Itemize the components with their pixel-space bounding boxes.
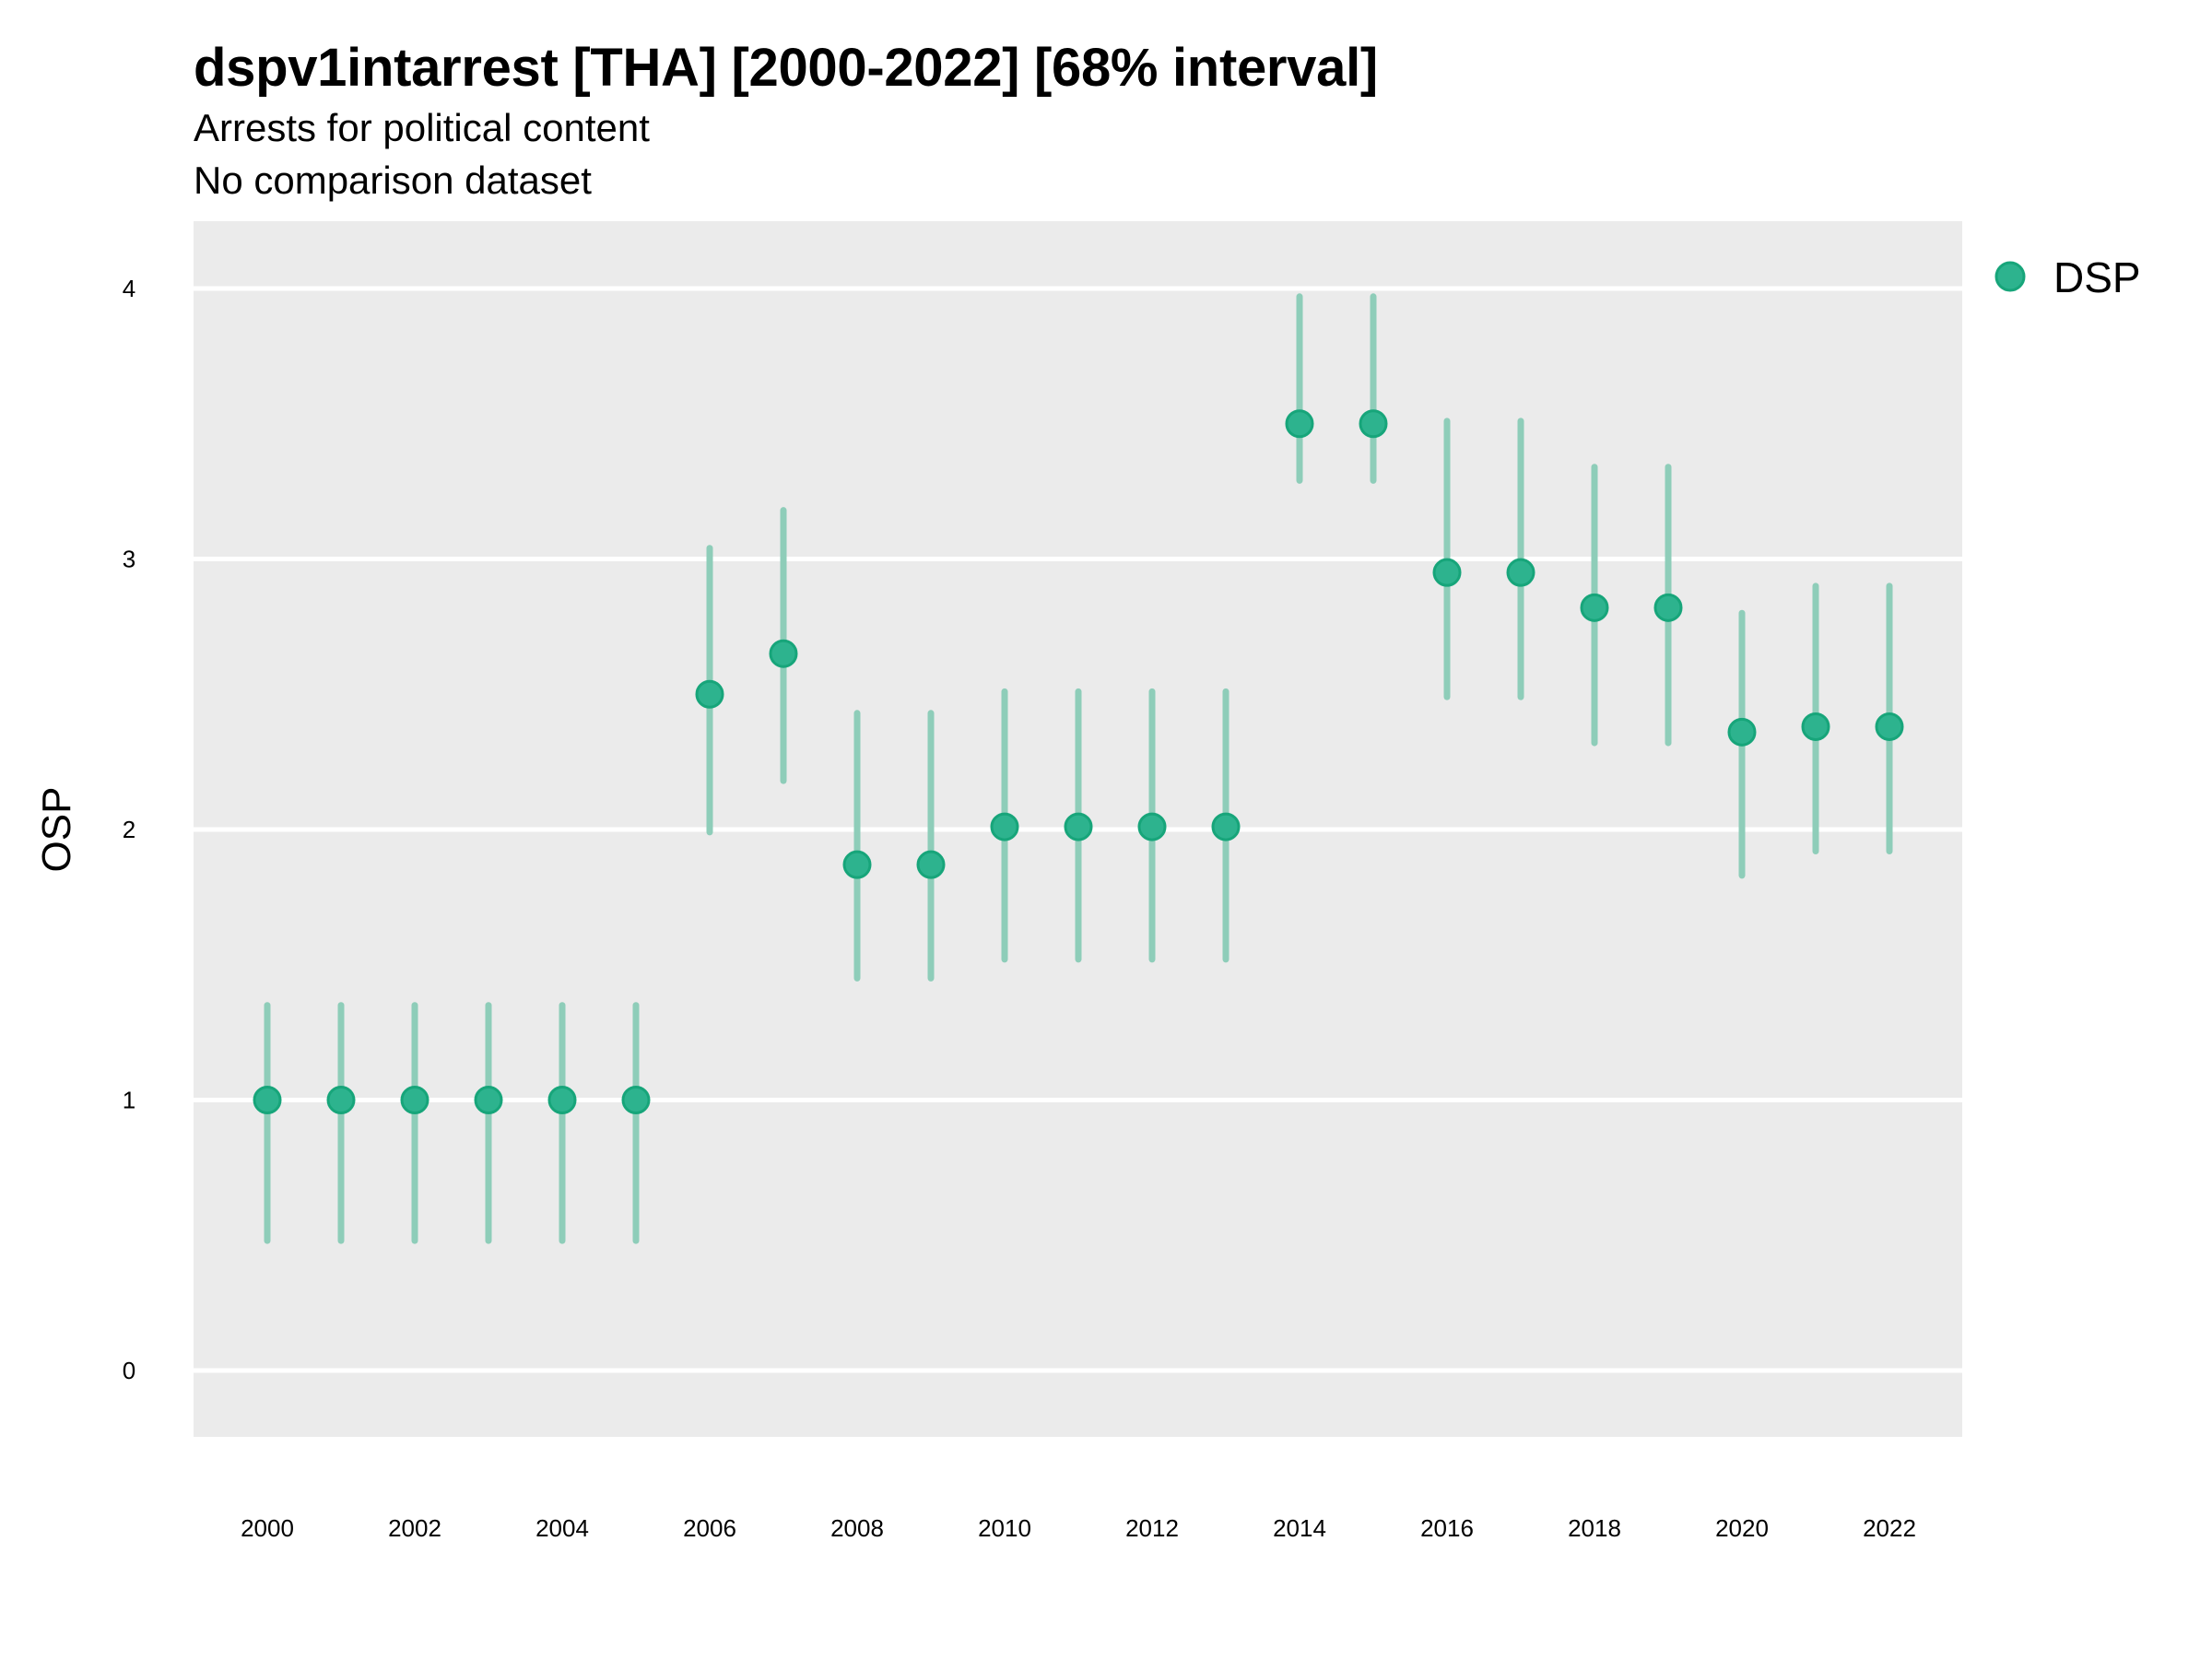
chart-subtitle: Arrests for political content bbox=[194, 106, 650, 149]
x-tick-label: 2000 bbox=[241, 1514, 294, 1542]
x-tick-label: 2022 bbox=[1863, 1514, 1916, 1542]
data-point-2021 bbox=[1801, 712, 1830, 741]
legend-key-dsp bbox=[1994, 261, 2026, 292]
x-tick-label: 2010 bbox=[978, 1514, 1031, 1542]
chart-subtitle-comparison: No comparison dataset bbox=[194, 159, 592, 202]
data-point-2018 bbox=[1580, 593, 1609, 622]
data-point-2003 bbox=[474, 1086, 503, 1114]
data-point-2011 bbox=[1064, 812, 1093, 841]
x-tick-label: 2018 bbox=[1568, 1514, 1621, 1542]
data-point-2016 bbox=[1432, 558, 1462, 587]
data-point-2007 bbox=[769, 639, 798, 668]
data-point-2010 bbox=[990, 812, 1019, 841]
x-tick-label: 2012 bbox=[1125, 1514, 1179, 1542]
data-point-2008 bbox=[842, 850, 872, 879]
y-tick-label: 1 bbox=[123, 1087, 135, 1114]
x-tick-label: 2006 bbox=[683, 1514, 736, 1542]
y-tick-label: 4 bbox=[123, 275, 135, 302]
data-point-2002 bbox=[400, 1086, 429, 1114]
data-points bbox=[253, 409, 1904, 1114]
x-tick-label: 2004 bbox=[535, 1514, 589, 1542]
data-point-2000 bbox=[253, 1086, 282, 1114]
y-axis-ticks: 0 1 2 3 4 bbox=[123, 275, 135, 1384]
y-tick-label: 0 bbox=[123, 1357, 135, 1384]
y-axis-title: OSP bbox=[34, 787, 79, 873]
x-tick-label: 2002 bbox=[388, 1514, 441, 1542]
y-tick-label: 2 bbox=[123, 816, 135, 843]
data-point-2015 bbox=[1359, 409, 1388, 439]
legend: DSP bbox=[1994, 253, 2141, 301]
y-tick-label: 3 bbox=[123, 546, 135, 573]
x-tick-label: 2020 bbox=[1715, 1514, 1769, 1542]
chart-title: dspv1intarrest [THA] [2000-2022] [68% in… bbox=[194, 38, 1378, 98]
x-tick-label: 2014 bbox=[1273, 1514, 1326, 1542]
x-tick-label: 2008 bbox=[830, 1514, 884, 1542]
data-point-2022 bbox=[1875, 712, 1904, 741]
data-point-2005 bbox=[621, 1086, 651, 1114]
data-point-2012 bbox=[1137, 812, 1167, 841]
data-point-2014 bbox=[1285, 409, 1314, 439]
data-point-2020 bbox=[1727, 717, 1757, 747]
data-point-2013 bbox=[1211, 812, 1241, 841]
data-point-2019 bbox=[1653, 593, 1683, 622]
data-point-2006 bbox=[695, 679, 724, 709]
data-point-2009 bbox=[916, 850, 946, 879]
legend-label-dsp: DSP bbox=[2053, 253, 2141, 301]
data-point-2017 bbox=[1506, 558, 1535, 587]
data-point-2001 bbox=[326, 1086, 356, 1114]
x-axis-ticks: 2000 2002 2004 2006 2008 2010 2012 2014 2016 2018… bbox=[241, 1514, 1916, 1542]
data-point-2004 bbox=[547, 1086, 577, 1114]
x-tick-label: 2016 bbox=[1420, 1514, 1474, 1542]
